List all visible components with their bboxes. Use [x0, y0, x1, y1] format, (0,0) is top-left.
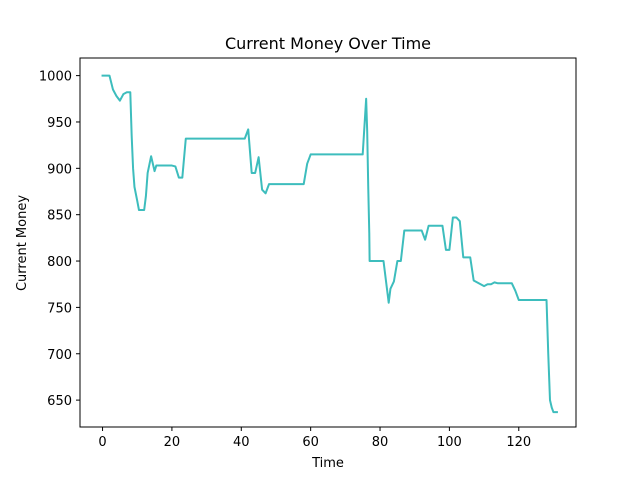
- y-tick-label: 650: [47, 394, 72, 409]
- x-tick-label: 100: [437, 435, 462, 450]
- y-tick-label: 700: [47, 348, 72, 363]
- y-tick-label: 1000: [39, 70, 72, 85]
- plot-area: [101, 74, 558, 414]
- x-tick-label: 120: [506, 435, 531, 450]
- x-axis: 0 20 40 60 80 100 120: [98, 427, 531, 450]
- x-tick-label: 60: [302, 435, 319, 450]
- series-line-0: [101, 74, 558, 414]
- x-tick-label: 40: [233, 435, 250, 450]
- y-tick-label: 750: [47, 301, 72, 316]
- x-axis-title: Time: [311, 456, 344, 471]
- y-axis: 650 700 750 800 850 900 950 1000: [39, 70, 80, 409]
- axes-frame: [79, 57, 577, 428]
- y-tick-label: 800: [47, 255, 72, 270]
- x-tick-label: 80: [372, 435, 389, 450]
- chart-title: Current Money Over Time: [225, 34, 431, 53]
- y-axis-title: Current Money: [15, 195, 30, 291]
- x-tick-label: 0: [98, 435, 106, 450]
- y-tick-label: 950: [47, 116, 72, 131]
- y-tick-label: 850: [47, 209, 72, 224]
- x-tick-label: 20: [164, 435, 181, 450]
- y-tick-label: 900: [47, 162, 72, 177]
